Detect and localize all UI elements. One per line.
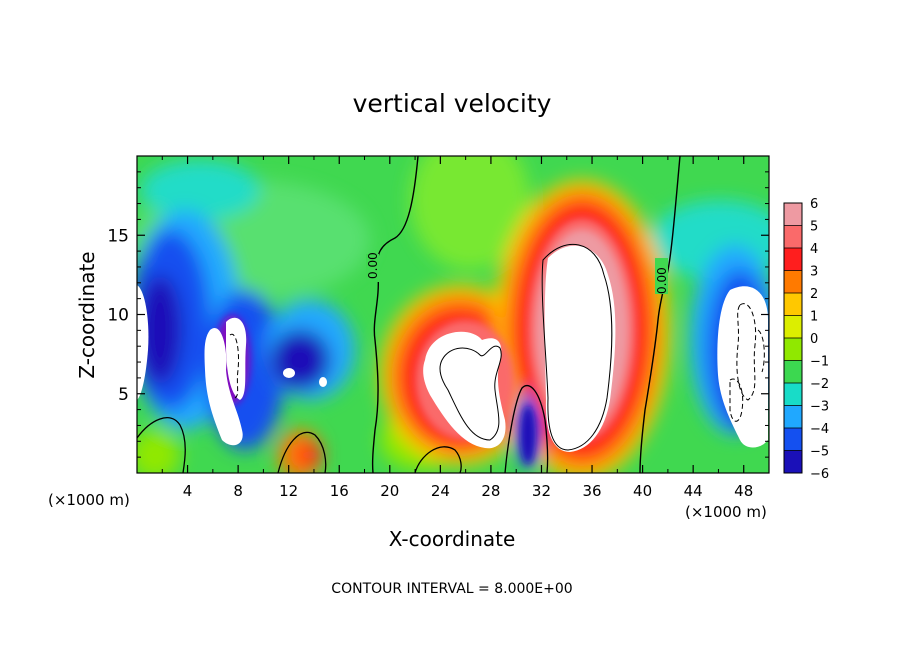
x-tick-label: 4 [183, 482, 193, 500]
colorbar-swatch [784, 248, 802, 271]
x-tick-label: 40 [633, 482, 652, 500]
y-axis-title: Z-coordinate [75, 251, 99, 378]
chart-title: vertical velocity [353, 89, 552, 118]
x-tick-label: 20 [380, 482, 399, 500]
colorbar-label: 3 [810, 265, 818, 280]
y-tick-label: 5 [118, 385, 129, 405]
colorbar-swatch [784, 360, 802, 384]
colorbar-swatch [784, 450, 802, 474]
x-tick-label: 8 [233, 482, 243, 500]
y-tick-label: 15 [107, 226, 129, 246]
x-tick-label: 48 [734, 482, 753, 500]
colorbar-label: −6 [810, 467, 829, 482]
x-unit-left: (×1000 m) [48, 491, 130, 509]
heatmap-field [137, 156, 769, 473]
colorbar-label: 1 [810, 310, 818, 325]
colorbar-label: 5 [810, 220, 818, 235]
colorbar-swatch [784, 225, 802, 249]
colorbar-swatch [784, 293, 802, 316]
zero-contour-line [371, 156, 419, 473]
colorbar-swatch [784, 405, 802, 429]
x-tick-label: 16 [330, 482, 349, 500]
updraft-core-white [423, 331, 506, 449]
colorbar-label: −1 [810, 355, 829, 370]
contour-interval-note: CONTOUR INTERVAL = 8.000E+00 [331, 581, 572, 597]
x-tick-label: 12 [279, 482, 298, 500]
downdraft-core-white [137, 285, 149, 400]
updraft-core-white [544, 245, 616, 452]
downdraft-core-white [226, 317, 247, 400]
colorbar-label: −2 [810, 377, 829, 392]
x-axis: 4 8 12 16 20 24 28 32 36 40 44 48 [161, 156, 753, 500]
x-tick-label: 36 [582, 482, 601, 500]
colorbar-swatch [784, 428, 802, 451]
colorbar-label: 0 [810, 332, 818, 347]
downdraft-core-white [204, 328, 243, 446]
colorbar-swatch [784, 315, 802, 339]
colorbar-label: −5 [810, 445, 829, 460]
colorbar: 6 5 4 3 2 1 0 −1 −2 −3 −4 −5 −6 [783, 197, 829, 482]
colorbar-swatch [784, 338, 802, 361]
colorbar-label: −4 [810, 422, 829, 437]
colorbar-swatch [784, 383, 802, 406]
colorbar-swatch [784, 203, 802, 226]
contour-label: 0.00 [655, 267, 669, 294]
colorbar-label: 4 [810, 242, 818, 257]
colorbar-swatch [784, 270, 802, 294]
contour-label: 0.00 [366, 252, 380, 279]
x-tick-label: 44 [684, 482, 703, 500]
y-tick-label: 10 [107, 306, 129, 326]
colorbar-label: −3 [810, 400, 829, 415]
colorbar-label: 6 [810, 197, 818, 212]
x-axis-title: X-coordinate [389, 527, 516, 551]
colorbar-label: 2 [810, 287, 818, 302]
zero-contour-line [639, 156, 681, 473]
x-tick-label: 28 [481, 482, 500, 500]
y-axis: 5 10 15 [107, 171, 769, 458]
x-unit-right: (×1000 m) [685, 503, 767, 521]
x-tick-label: 32 [532, 482, 551, 500]
x-tick-label: 24 [431, 482, 450, 500]
